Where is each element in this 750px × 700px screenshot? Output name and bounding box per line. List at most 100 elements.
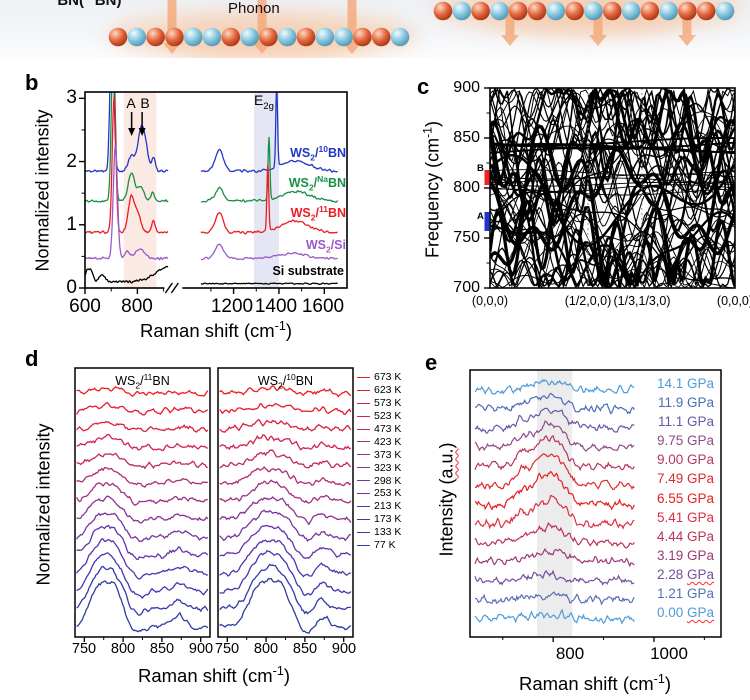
legend-swatch (357, 492, 370, 494)
boron-atom (433, 1, 453, 21)
legend-label: 323 K (374, 461, 402, 474)
panel-b-plot (79, 91, 348, 294)
panel-c: c Frequency (cm-1) 900 850 800 750 700 (… (400, 58, 750, 344)
boron-atom (640, 1, 660, 21)
temperature-legend: 673 K 623 K 573 K 523 K 473 K 423 K 373 K 323 K… (357, 371, 401, 551)
legend-swatch (357, 389, 370, 391)
boron-atom (353, 27, 372, 47)
k-point-label: (0,0,0) (716, 294, 750, 308)
nitrogen-atom (277, 27, 297, 47)
nitrogen-atom (127, 27, 147, 47)
legend-item: 673 K (357, 371, 401, 384)
nitrogen-atom (202, 27, 222, 47)
legend-item: 423 K (357, 435, 401, 448)
subplot-title-11bn: WS2/11BN (115, 372, 170, 391)
panel-d: d Normalized intensity WS2/11BN WS2/10BN… (0, 344, 420, 700)
x-tick: 800 (253, 641, 279, 657)
legend-item: 77 K (357, 539, 401, 552)
legend-item: 473 K (357, 423, 401, 436)
nitrogen-atom (490, 1, 509, 21)
nitrogen-atom (315, 27, 335, 47)
y-tick: 800 (453, 179, 480, 196)
series-label-ws2-10bn: WS2/10BN (290, 144, 346, 163)
panel-e-plot (469, 369, 722, 642)
pressure-label: 6.55 GPa (656, 490, 714, 506)
boron-atom (108, 27, 128, 47)
x-tick: 1200 (210, 296, 254, 317)
nitrogen-atom (452, 1, 472, 21)
panel-e-letter: e (425, 350, 438, 375)
legend-item: 133 K (357, 526, 401, 539)
legend-swatch (357, 415, 370, 417)
y-tick: 3 (66, 87, 77, 108)
boron-atom (527, 1, 547, 21)
legend-swatch (357, 518, 370, 520)
legend-label: 173 K (374, 513, 402, 526)
series-label-si-substrate: Si substrate (272, 264, 344, 278)
panel-b: b Normalized intensity 3 2 1 0 600 800 1… (15, 58, 400, 344)
y-tick: 850 (453, 129, 480, 146)
legend-label: 213 K (374, 500, 402, 513)
panel-d-xlabel: Raman shift (cm-1) (137, 664, 291, 687)
x-tick: 750 (71, 641, 97, 657)
legend-label: 623 K (374, 384, 402, 397)
legend-item: 573 K (357, 397, 401, 410)
legend-item: 623 K (357, 384, 401, 397)
nitrogen-atom (240, 27, 259, 47)
nitrogen-atom (584, 1, 603, 21)
legend-label: 133 K (374, 526, 402, 539)
pressure-label: 1.21 GPa (656, 586, 714, 602)
x-tick: 600 (69, 296, 101, 317)
k-point-label: (1/2,0,0) (564, 294, 612, 308)
legend-swatch (357, 428, 370, 430)
legend-swatch (357, 454, 370, 456)
x-tick: 750 (214, 641, 240, 657)
marker-label-A: A (477, 211, 484, 222)
k-point-label: (1/3,1/3,0) (613, 294, 671, 308)
boron-atom (696, 1, 716, 21)
legend-item: 298 K (357, 474, 401, 487)
isotope-label: 10BN(11BN) (46, 0, 122, 9)
boron-atom (221, 27, 241, 47)
x-tick: 900 (331, 641, 357, 657)
legend-swatch (357, 480, 370, 482)
x-tick: 1400 (254, 296, 298, 317)
legend-swatch (357, 467, 370, 469)
subplot-title-10bn: WS2/10BN (257, 372, 314, 391)
phonon-label: Phonon (228, 0, 280, 17)
panel-a-schematic: 10BN(11BN) Phonon (0, 0, 750, 58)
panel-b-xlabel: Raman shift (cm-1) (139, 319, 293, 342)
legend-item: 253 K (357, 487, 401, 500)
boron-atom (678, 1, 697, 21)
boron-atom (296, 27, 316, 47)
peak-annotation-A: A (126, 95, 136, 111)
legend-label: 253 K (374, 487, 402, 500)
legend-label: 473 K (374, 423, 402, 435)
pressure-label: 2.28 GPa (656, 566, 714, 582)
panel-b-letter: b (25, 70, 39, 95)
x-tick: 800 (110, 641, 136, 657)
pressure-label: 3.19 GPa (656, 547, 714, 563)
x-tick: 800 (121, 296, 153, 317)
legend-label: 298 K (374, 474, 402, 487)
boron-atom (602, 1, 622, 21)
pressure-label: 4.44 GPa (656, 528, 714, 544)
x-tick: 900 (188, 641, 214, 657)
marker-label-B: B (477, 163, 484, 174)
nitrogen-atom (183, 27, 203, 47)
nitrogen-atom (715, 1, 735, 21)
boron-atom (146, 27, 165, 47)
boron-atom (165, 27, 184, 47)
panel-d-plot (74, 367, 354, 642)
legend-swatch (357, 441, 370, 443)
legend-label: 373 K (374, 448, 402, 461)
legend-item: 213 K (357, 500, 401, 513)
pressure-label: 9.00 GPa (656, 452, 714, 468)
y-tick: 1 (66, 214, 77, 235)
legend-swatch (357, 531, 370, 533)
boron-atom (371, 27, 391, 47)
series-label-ws2-si: WS2/Si (305, 238, 346, 255)
series-label-ws2-nabn: WS2/NaBN (288, 174, 346, 193)
atom-chain-graphic (108, 0, 743, 58)
y-tick: 0 (66, 277, 77, 298)
